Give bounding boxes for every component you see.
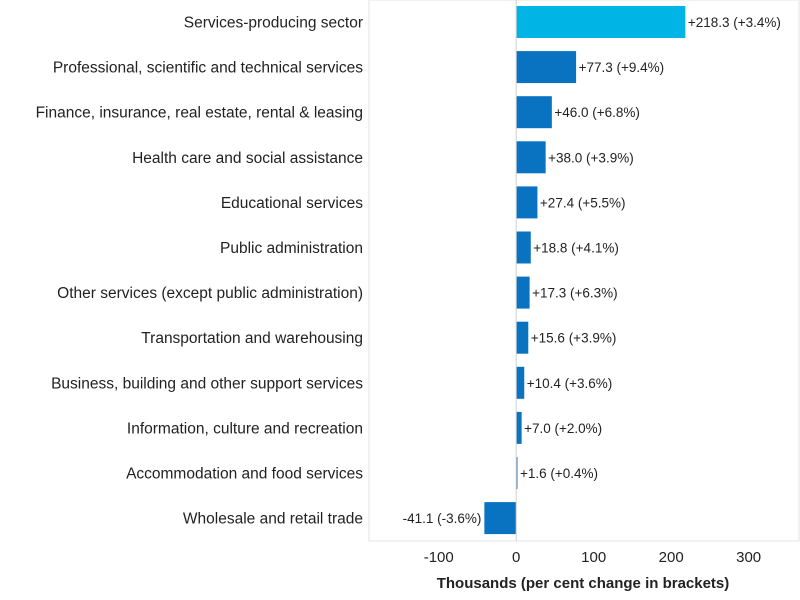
data-label: +10.4 (+3.6%): [527, 376, 613, 391]
category-labels: Services-producing sector Professional, s…: [36, 15, 364, 528]
category-label: Business, building and other support ser…: [51, 375, 363, 392]
bar: [516, 231, 531, 264]
category-label: Public administration: [220, 240, 363, 257]
x-tick-labels: -100 0 100 200 300: [424, 549, 761, 566]
category-label: Services-producing sector: [184, 15, 363, 32]
data-label: +17.3 (+6.3%): [532, 286, 618, 301]
bar: [516, 276, 530, 309]
category-label: Health care and social assistance: [132, 150, 363, 167]
data-label: +18.8 (+4.1%): [533, 241, 619, 256]
bar: [516, 366, 525, 399]
bars: [484, 6, 686, 535]
bar: [516, 411, 522, 444]
category-label: Transportation and warehousing: [141, 330, 363, 347]
bar: [484, 502, 517, 535]
bar: [516, 96, 552, 129]
data-label: +46.0 (+6.8%): [554, 105, 640, 120]
category-label: Information, culture and recreation: [127, 420, 363, 437]
plot-frame: [368, 0, 800, 542]
x-tick-label: 0: [512, 549, 520, 566]
data-label: +218.3 (+3.4%): [688, 15, 781, 30]
category-label: Finance, insurance, real estate, rental …: [36, 105, 363, 122]
data-label: +7.0 (+2.0%): [524, 421, 602, 436]
bar: [516, 186, 538, 219]
x-axis-title: Thousands (per cent change in brackets): [437, 575, 730, 592]
x-tick-label: 200: [659, 549, 684, 566]
category-label: Wholesale and retail trade: [183, 511, 363, 528]
bar: [516, 457, 518, 489]
x-tick-label: -100: [424, 549, 454, 566]
bar: [516, 321, 529, 354]
data-label: +77.3 (+9.4%): [579, 60, 665, 75]
x-tick-label: 100: [581, 549, 606, 566]
value-labels: +218.3 (+3.4%) +77.3 (+9.4%) +46.0 (+6.8%)…: [403, 15, 781, 526]
data-label: +15.6 (+3.9%): [531, 331, 617, 346]
data-label: +27.4 (+5.5%): [540, 195, 626, 210]
data-label: -41.1 (-3.6%): [403, 511, 482, 526]
category-label: Professional, scientific and technical s…: [53, 60, 363, 77]
category-label: Educational services: [221, 195, 363, 212]
bar: [516, 6, 686, 38]
x-tick-label: 300: [736, 549, 761, 566]
bar: [516, 141, 546, 174]
data-label: +38.0 (+3.9%): [548, 150, 634, 165]
category-label: Other services (except public administra…: [57, 285, 363, 302]
data-label: +1.6 (+0.4%): [520, 466, 598, 481]
bar: [516, 51, 577, 84]
category-label: Accommodation and food services: [126, 466, 363, 483]
